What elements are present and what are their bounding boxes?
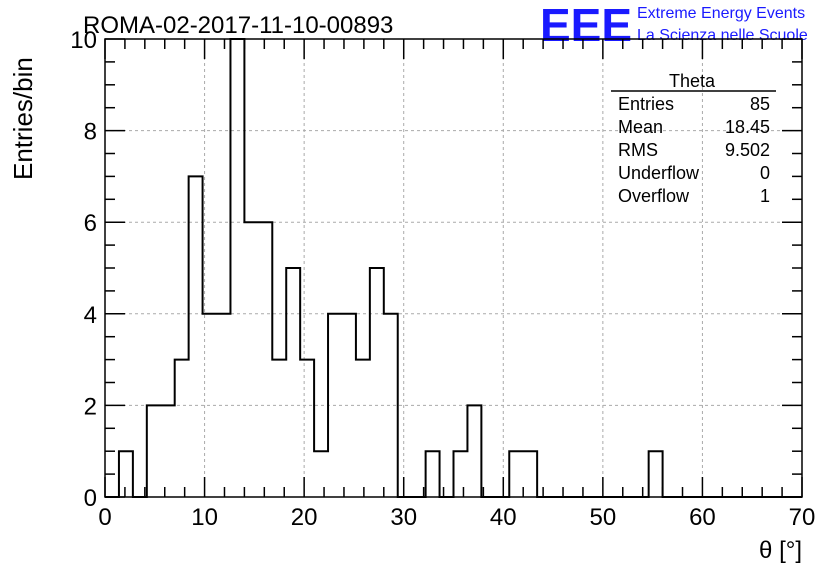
stats-rms-value: 9.502 — [725, 140, 770, 160]
stats-underflow-value: 0 — [760, 163, 770, 183]
stats-title: Theta — [669, 71, 716, 91]
y-tick-label: 8 — [84, 119, 97, 146]
axis-ticks — [104, 38, 803, 498]
y-tick-label: 10 — [70, 27, 97, 54]
x-tick-label: 70 — [789, 504, 816, 531]
eee-logo-icon: EEE — [540, 0, 632, 51]
x-axis-label: θ [°] — [759, 537, 802, 564]
x-tick-label: 0 — [98, 504, 111, 531]
stats-entries-label: Entries — [618, 94, 674, 114]
x-tick-label: 40 — [490, 504, 517, 531]
x-tick-label: 60 — [689, 504, 716, 531]
grid-lines — [105, 39, 802, 497]
stats-mean-label: Mean — [618, 117, 663, 137]
y-tick-label: 2 — [84, 393, 97, 420]
stats-rms-label: RMS — [618, 140, 658, 160]
x-tick-label: 30 — [390, 504, 417, 531]
stats-overflow-value: 1 — [760, 186, 770, 206]
eee-logo-line1: Extreme Energy Events — [637, 5, 805, 22]
y-tick-label: 0 — [84, 485, 97, 512]
x-tick-label: 20 — [291, 504, 318, 531]
stats-entries-value: 85 — [750, 94, 770, 114]
stats-mean-value: 18.45 — [725, 117, 770, 137]
plot-frame — [104, 38, 803, 498]
y-tick-labels: 0 2 4 6 8 10 — [70, 27, 97, 512]
y-tick-label: 4 — [84, 302, 97, 329]
y-axis-label: Entries/bin — [8, 57, 38, 180]
y-tick-label: 6 — [84, 210, 97, 237]
stats-overflow-label: Overflow — [618, 186, 690, 206]
x-tick-labels: 0 10 20 30 40 50 60 70 — [98, 504, 815, 531]
x-tick-label: 10 — [191, 504, 218, 531]
histogram-outline — [105, 38, 802, 498]
histogram-title: ROMA-02-2017-11-10-00893 — [83, 12, 393, 39]
stats-underflow-label: Underflow — [618, 163, 700, 183]
x-tick-label: 50 — [590, 504, 617, 531]
stats-box: Theta Entries 85 Mean 18.45 RMS 9.502 Un… — [611, 71, 776, 206]
